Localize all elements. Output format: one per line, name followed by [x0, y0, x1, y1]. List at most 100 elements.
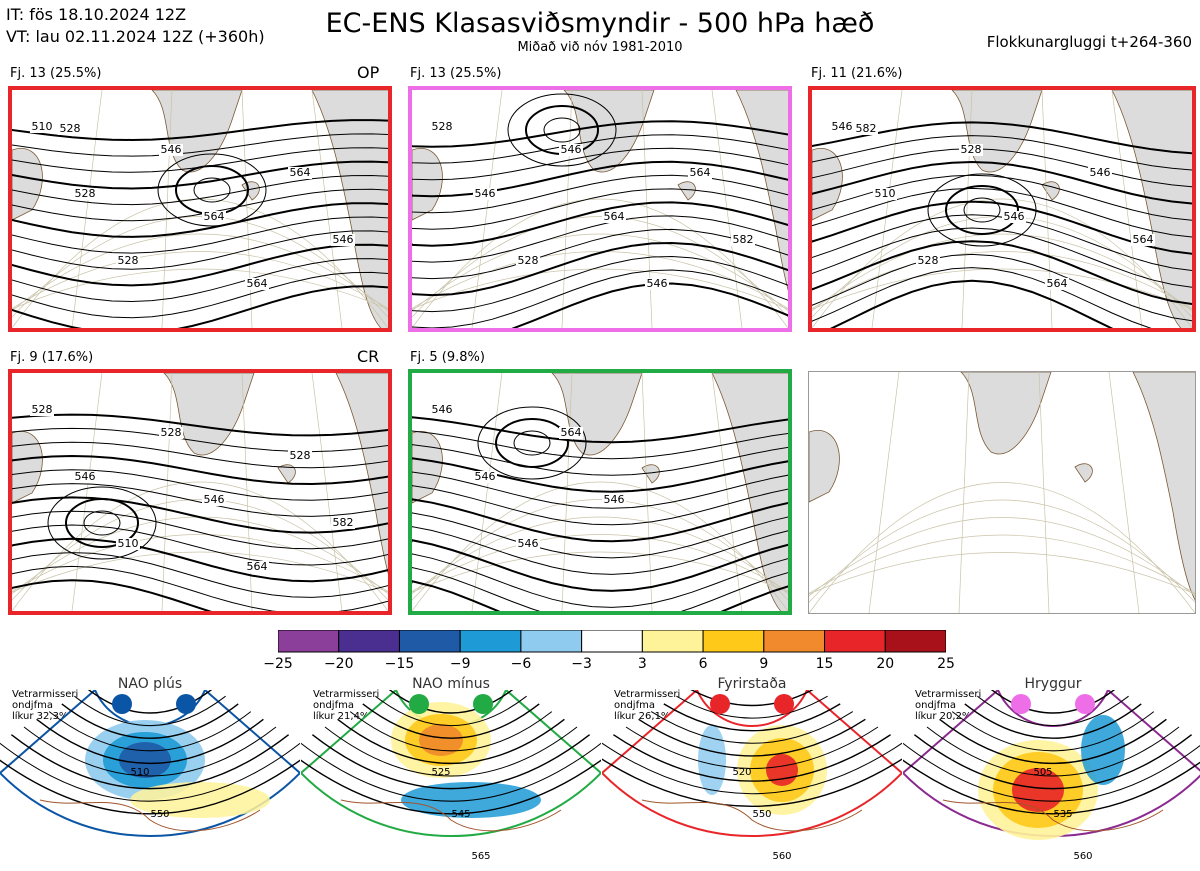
graticule-line	[812, 251, 1192, 310]
anomaly-blob	[1081, 715, 1125, 785]
regime-map: 525 545 565	[301, 690, 601, 862]
height-contour	[412, 134, 788, 164]
contour-label-bg	[116, 538, 140, 550]
contour-label: 528	[918, 254, 939, 267]
contour-label-bg	[731, 234, 755, 246]
meridian-line	[1038, 372, 1050, 613]
contour-label-bg	[645, 278, 669, 290]
graticule-line	[12, 268, 388, 310]
regime-contour	[951, 711, 1155, 752]
colorbar-segment	[884, 630, 946, 653]
graticule-line	[809, 517, 1195, 597]
colorbar-segment	[520, 630, 583, 653]
regime-note: Vetrarmisseri ondjfma líkur 21,4%	[313, 689, 380, 722]
land-shape	[335, 373, 388, 575]
panel-5-label: Fj. 5 (9.8%)	[410, 350, 485, 365]
land-shape	[812, 148, 843, 221]
regime-title: NAO plús	[117, 676, 183, 692]
header-times: IT: fös 18.10.2024 12Z VT: lau 02.11.202…	[6, 4, 265, 48]
regime-marker-dot	[1075, 694, 1095, 714]
contour-label-bg	[202, 494, 226, 506]
regime-marker-dot	[409, 694, 429, 714]
colorbar-tick-label: −6	[510, 656, 532, 672]
contour-label-bg	[116, 255, 140, 267]
contour-label-bg	[159, 144, 183, 156]
regime-note: Vetrarmisseri ondjfma líkur 32,3%	[12, 689, 79, 722]
graticule-line	[412, 534, 788, 592]
contour-label-bg	[1131, 234, 1155, 246]
colorbar-tick-label: 3	[637, 656, 647, 672]
graticule-line	[12, 251, 388, 309]
height-contour	[12, 441, 388, 469]
meridian-line	[561, 373, 573, 611]
anomaly-blob	[766, 754, 798, 786]
regime-contour	[990, 690, 1116, 714]
meridian-line	[71, 373, 103, 611]
regime-contour	[48, 711, 252, 752]
contour-label-bg	[58, 123, 82, 135]
graticule-line	[12, 481, 388, 611]
land-shape	[735, 90, 788, 292]
graticule-line	[412, 551, 788, 593]
map-canvas: 546 546 546 564 546	[412, 373, 788, 611]
height-contour	[12, 413, 388, 437]
colorbar-segment	[824, 630, 886, 653]
contour-label: 564	[1047, 277, 1068, 290]
contour-label: 564	[561, 426, 582, 439]
contour-label-bg	[331, 234, 355, 246]
regime-contour-label: 535	[1053, 809, 1072, 820]
colorbar-segment	[641, 630, 704, 653]
coastline	[340, 799, 562, 832]
map-canvas: 528 546 528 546 564 546 564 582	[412, 90, 788, 328]
regime-contour	[638, 718, 866, 757]
regime-contour	[977, 695, 1129, 727]
height-contour	[812, 200, 1192, 255]
height-contour	[12, 454, 388, 486]
height-contour	[412, 498, 788, 543]
graticule-line	[812, 233, 1192, 312]
meridian-line	[1108, 372, 1140, 613]
height-contour	[12, 496, 388, 534]
height-contour	[12, 216, 388, 254]
contour-label-bg	[430, 121, 454, 133]
graticule-line	[12, 499, 388, 601]
contour-label: 564	[290, 166, 311, 179]
colorbar-tick-label: 25	[937, 656, 955, 672]
contour-label: 546	[432, 403, 453, 416]
regime-contour-label: 560	[1073, 851, 1092, 862]
height-contour	[412, 553, 788, 608]
contour-label-bg	[30, 121, 54, 133]
colorbar-segment	[278, 630, 340, 653]
closed-contour	[83, 510, 121, 536]
contour-label: 546	[832, 120, 853, 133]
contour-label-bg	[602, 494, 626, 506]
regime-contour	[676, 695, 828, 719]
regime-contour	[301, 759, 601, 815]
regime-marker-dot	[710, 694, 730, 714]
graticule-line	[12, 534, 388, 592]
regime-contour	[602, 758, 902, 807]
height-contour	[812, 253, 1192, 322]
height-contour	[12, 271, 388, 319]
contour-label-bg	[159, 427, 183, 439]
height-contour	[812, 174, 1192, 221]
height-contour	[12, 230, 388, 270]
contour-label: 564	[247, 277, 268, 290]
regime-contour	[337, 718, 565, 764]
contour-label: 582	[856, 122, 877, 135]
regime-contour	[74, 695, 226, 727]
closed-contour	[65, 498, 139, 548]
contour-label-bg	[331, 517, 355, 529]
height-contour	[412, 201, 788, 247]
regime-contour	[349, 711, 553, 752]
height-contour	[412, 566, 788, 611]
meridian-line	[958, 372, 970, 613]
height-contour	[812, 135, 1192, 171]
closed-contour	[543, 117, 581, 143]
closed-contour	[507, 93, 617, 167]
contour-label-bg	[1088, 167, 1112, 179]
height-contour	[412, 174, 788, 214]
regime-contour	[311, 734, 591, 790]
page-subtitle: Miðað við nóv 1981-2010	[517, 40, 683, 55]
colorbar-tick-label: −20	[323, 656, 354, 672]
